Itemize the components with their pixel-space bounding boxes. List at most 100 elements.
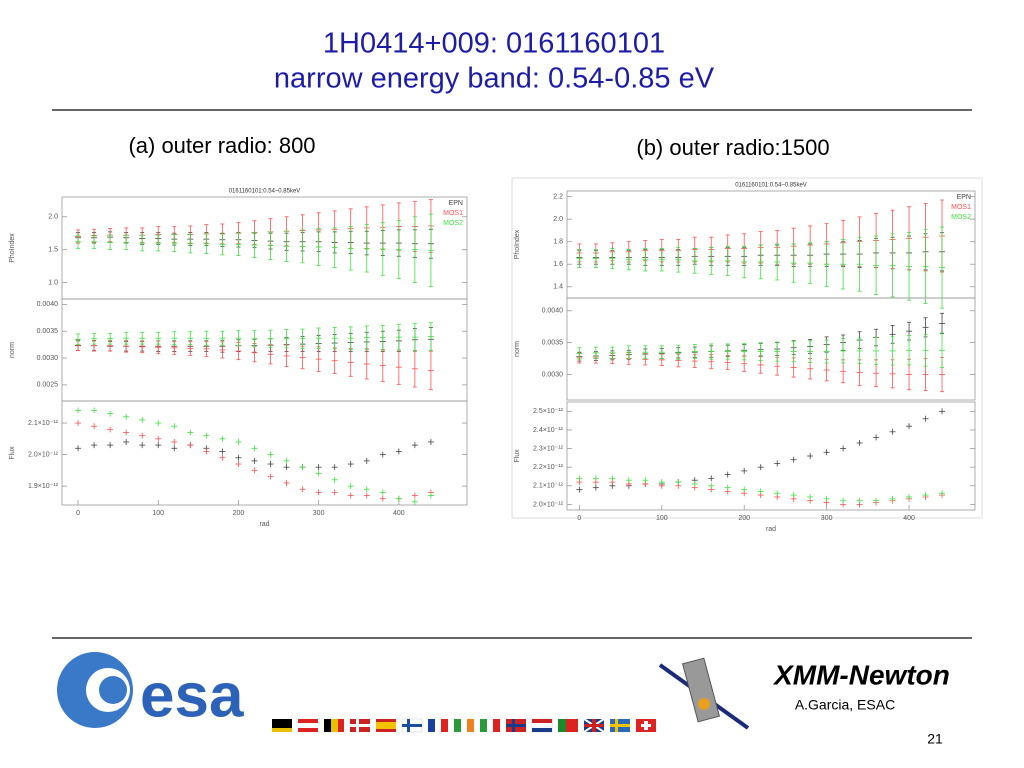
y-tick-label: 2.2 bbox=[553, 193, 563, 200]
data-point bbox=[774, 341, 781, 362]
data-point bbox=[790, 456, 797, 463]
data-point bbox=[576, 486, 583, 493]
data-point bbox=[856, 497, 863, 504]
data-point bbox=[411, 498, 418, 505]
data-point bbox=[315, 346, 322, 372]
data-point bbox=[379, 489, 386, 496]
x-tick-label: 0 bbox=[76, 510, 80, 517]
x-axis-label: rad bbox=[259, 521, 269, 528]
y-tick-label: 2.2×10⁻¹² bbox=[533, 464, 564, 471]
data-point bbox=[922, 415, 929, 422]
data-point bbox=[708, 475, 715, 482]
data-point bbox=[411, 492, 418, 499]
data-point bbox=[171, 445, 178, 452]
data-point bbox=[235, 232, 242, 256]
data-point bbox=[427, 322, 434, 351]
data-point bbox=[347, 483, 354, 490]
data-point bbox=[411, 216, 418, 283]
data-point bbox=[625, 345, 632, 359]
data-point bbox=[91, 423, 98, 430]
data-point bbox=[123, 331, 130, 345]
data-point bbox=[708, 482, 715, 489]
data-point bbox=[939, 312, 946, 335]
data-point bbox=[75, 407, 82, 414]
data-point bbox=[283, 457, 290, 464]
data-point bbox=[395, 323, 402, 351]
data-point bbox=[75, 333, 82, 346]
data-point bbox=[155, 442, 162, 449]
data-point bbox=[283, 344, 290, 368]
caption: (b) outer radio:1500 bbox=[636, 135, 829, 160]
y-axis-label: Flux bbox=[9, 446, 16, 460]
data-point bbox=[411, 442, 418, 449]
slide-subtitle: narrow energy band: 0.54-0.85 eV bbox=[274, 63, 715, 95]
data-point bbox=[331, 464, 338, 471]
data-point bbox=[235, 330, 242, 347]
data-point bbox=[203, 330, 210, 346]
y-tick-label: 0.0040 bbox=[37, 301, 59, 308]
data-point bbox=[315, 464, 322, 471]
data-point bbox=[625, 477, 632, 484]
legend-entry: MOS2 bbox=[951, 214, 971, 221]
data-point bbox=[642, 345, 649, 359]
y-tick-label: 1.5 bbox=[48, 246, 58, 253]
data-point bbox=[906, 232, 913, 301]
data-point bbox=[219, 435, 226, 442]
data-point bbox=[107, 332, 114, 345]
data-point bbox=[107, 234, 114, 251]
data-point bbox=[592, 484, 599, 491]
data-point bbox=[283, 230, 290, 262]
data-point bbox=[658, 479, 665, 486]
x-tick-label: 300 bbox=[313, 510, 325, 517]
data-point bbox=[379, 495, 386, 502]
data-point bbox=[691, 344, 698, 359]
data-point bbox=[75, 420, 82, 427]
y-tick-label: 1.4 bbox=[553, 284, 563, 291]
data-point bbox=[267, 329, 274, 348]
data-point bbox=[235, 438, 242, 445]
y-axis-label: norm bbox=[514, 341, 521, 357]
data-point bbox=[379, 451, 386, 458]
data-point bbox=[840, 497, 847, 504]
data-point bbox=[790, 492, 797, 499]
data-point bbox=[219, 454, 226, 461]
data-point bbox=[823, 449, 830, 456]
data-point bbox=[299, 229, 306, 264]
data-point bbox=[379, 222, 386, 276]
data-point bbox=[139, 234, 146, 252]
y-tick-label: 0.0025 bbox=[37, 382, 59, 389]
data-point bbox=[347, 492, 354, 499]
data-point bbox=[315, 327, 322, 349]
data-point bbox=[741, 342, 748, 361]
data-point bbox=[123, 413, 130, 420]
data-point bbox=[75, 234, 82, 249]
data-point bbox=[171, 234, 178, 253]
data-point bbox=[856, 439, 863, 446]
data-point bbox=[906, 423, 913, 430]
data-point bbox=[675, 479, 682, 486]
data-point bbox=[171, 423, 178, 430]
data-point bbox=[774, 460, 781, 467]
x-tick-label: 0 bbox=[577, 515, 581, 522]
data-point bbox=[187, 331, 194, 346]
data-point bbox=[379, 324, 386, 351]
data-point bbox=[155, 331, 162, 345]
data-point bbox=[171, 438, 178, 445]
data-point bbox=[251, 232, 258, 258]
mission-name: XMM-Newton bbox=[772, 659, 950, 690]
plot-frame bbox=[61, 196, 468, 300]
caption: (a) outer radio: 800 bbox=[128, 133, 315, 158]
data-point bbox=[724, 343, 731, 360]
data-point bbox=[299, 486, 306, 493]
data-point bbox=[658, 345, 665, 359]
data-point bbox=[283, 479, 290, 486]
data-point bbox=[411, 350, 418, 388]
data-point bbox=[283, 329, 290, 349]
data-point bbox=[411, 323, 418, 351]
y-tick-label: 0.0040 bbox=[542, 308, 564, 315]
data-point bbox=[939, 490, 946, 497]
y-tick-label: 2.0×10⁻¹² bbox=[28, 451, 59, 458]
logo-swirl bbox=[99, 676, 127, 704]
legend-entry: EPN bbox=[449, 200, 463, 207]
